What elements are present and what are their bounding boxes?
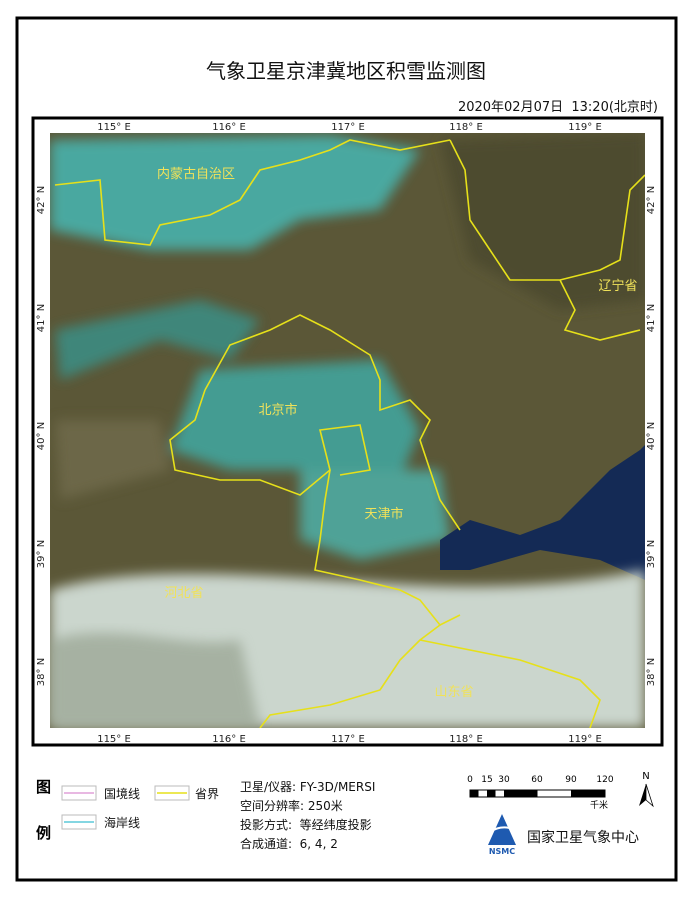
lon-label: 118° E xyxy=(449,734,483,745)
place-label: 北京市 xyxy=(258,402,297,418)
lon-label: 119° E xyxy=(568,734,602,745)
scale-label: 120 xyxy=(596,775,613,785)
place-label: 天津市 xyxy=(364,506,403,522)
info-line: 卫星/仪器: FY-3D/MERSI xyxy=(240,780,375,794)
scale-label: 15 xyxy=(481,775,492,785)
lat-label: 40° N xyxy=(646,422,657,450)
legend: 图 例 国境线 省界 海岸线 xyxy=(36,778,219,842)
lon-label: 116° E xyxy=(212,734,246,745)
longitude-labels: 115° E 116° E 117° E 118° E 119° E 115° … xyxy=(97,122,602,745)
agency-name: 国家卫星气象中心 xyxy=(527,829,639,846)
north-arrow: N xyxy=(639,771,654,808)
lon-label: 117° E xyxy=(331,122,365,133)
place-label: 山东省 xyxy=(434,685,473,700)
lat-label: 42° N xyxy=(646,186,657,214)
satellite-image xyxy=(50,133,645,728)
legend-heading: 图 xyxy=(36,778,51,796)
lat-label: 41° N xyxy=(36,304,47,332)
lon-label: 116° E xyxy=(212,122,246,133)
lat-label: 39° N xyxy=(36,540,47,568)
place-label: 河北省 xyxy=(164,586,203,601)
lat-label: 40° N xyxy=(36,422,47,450)
lat-label: 41° N xyxy=(646,304,657,332)
info-line: 投影方式: 等经纬度投影 xyxy=(240,817,372,832)
scale-label: 0 xyxy=(467,775,473,785)
scale-label: 90 xyxy=(565,775,577,785)
lon-label: 118° E xyxy=(449,122,483,133)
legend-item: 国境线 xyxy=(104,786,140,801)
agency: NSMC 国家卫星气象中心 xyxy=(488,814,639,856)
legend-item: 省界 xyxy=(195,787,219,801)
lat-label: 38° N xyxy=(646,658,657,686)
scale-unit: 千米 xyxy=(590,799,608,811)
legend-item: 海岸线 xyxy=(104,815,140,830)
legend-heading: 例 xyxy=(36,824,51,842)
title: 气象卫星京津冀地区积雪监测图 xyxy=(206,59,486,83)
north-label: N xyxy=(642,771,649,782)
info-line: 合成通道: 6, 4, 2 xyxy=(240,836,338,851)
info-line: 空间分辨率: 250米 xyxy=(240,798,343,813)
lon-label: 119° E xyxy=(568,122,602,133)
lat-label: 38° N xyxy=(36,658,47,686)
scale-bar: 0 15 30 60 90 120 千米 xyxy=(467,775,614,811)
lat-label: 39° N xyxy=(646,540,657,568)
info: 卫星/仪器: FY-3D/MERSI 空间分辨率: 250米 投影方式: 等经纬… xyxy=(240,780,375,851)
place-label: 内蒙古自治区 xyxy=(157,166,235,182)
scale-label: 30 xyxy=(498,775,510,785)
lon-label: 117° E xyxy=(331,734,365,745)
agency-logo: NSMC xyxy=(489,847,515,856)
lon-label: 115° E xyxy=(97,734,131,745)
lat-label: 42° N xyxy=(36,186,47,214)
datetime: 2020年02月07日 13:20(北京时) xyxy=(458,100,658,115)
lon-label: 115° E xyxy=(97,122,131,133)
place-label: 辽宁省 xyxy=(598,278,637,294)
scale-label: 60 xyxy=(531,775,543,785)
latitude-labels: 42° N 41° N 40° N 39° N 38° N 42° N 41° … xyxy=(36,186,657,686)
